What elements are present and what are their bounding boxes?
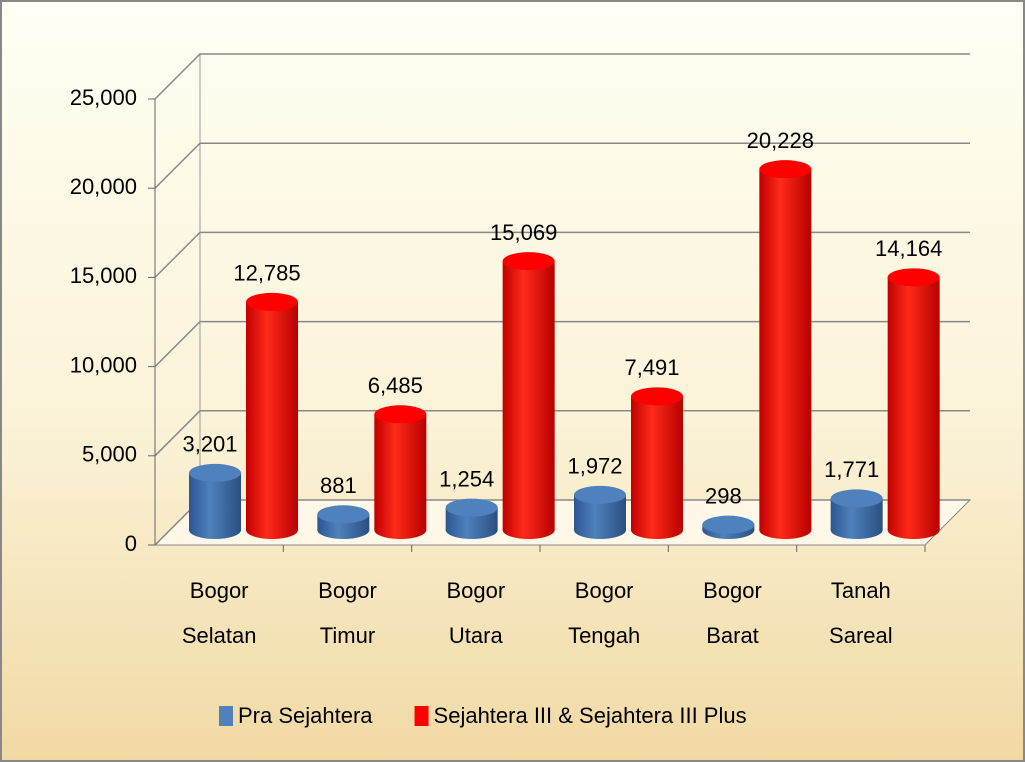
data-label: 6,485 [368,373,423,398]
bar [445,498,498,539]
grid-line [154,142,970,189]
bar [830,489,883,539]
y-tick-label: 5,000 [82,442,137,467]
data-label: 298 [705,483,742,508]
bar-top [189,463,241,482]
data-label: 14,164 [875,236,942,261]
x-tick-label: Tanah Sareal [829,578,893,648]
x-tick-label: Bogor Utara [446,578,506,648]
grid-line [154,231,970,278]
grid-line [154,53,970,100]
grid-line [154,410,970,457]
bar [887,268,940,539]
legend-swatch [219,706,233,726]
data-label: 15,069 [490,220,557,245]
data-label: 3,201 [182,432,237,457]
legend-swatch [414,706,429,726]
bar-top [830,489,883,508]
data-label: 1,771 [824,457,879,482]
bar-body [502,261,555,530]
bar-body [189,472,241,530]
y-tick-label: 10,000 [70,352,137,377]
bar-body [374,414,427,530]
bar-top [317,505,370,524]
bar-top [887,268,940,287]
bar [574,485,626,539]
bar [317,505,370,539]
bar [759,160,812,539]
data-label: 1,254 [439,466,494,491]
x-tick-label: Bogor Tengah [568,578,641,648]
data-label: 7,491 [624,355,679,380]
bar-body [631,396,683,530]
bar [631,387,683,539]
bar-top [759,160,812,179]
bar [702,515,755,539]
grid-line [154,320,970,368]
legend-label: Sejahtera III & Sejahtera III Plus [434,703,747,728]
bar-body [759,169,812,530]
y-tick-label: 0 [125,531,137,556]
x-tick-label: Bogor Selatan [181,578,257,648]
y-tick-label: 25,000 [70,85,137,110]
bar-top [702,515,755,534]
bar [374,405,427,539]
bar-body [246,301,298,530]
x-tick-label: Bogor Barat [703,578,762,648]
bar-top [374,405,427,424]
legend-label: Pra Sejahtera [238,703,373,728]
bar-top [631,387,683,406]
bar [189,463,241,539]
data-label: 12,785 [233,261,300,286]
bar-body [887,277,940,530]
x-tick-label: Bogor Timur [318,578,377,648]
bar [502,252,555,539]
bar-top [246,292,298,311]
bar-top [445,498,498,517]
bar-top [502,252,555,271]
bar-top [574,485,626,504]
bar [246,292,298,539]
y-tick-label: 20,000 [70,174,137,199]
data-label: 881 [320,473,357,498]
y-tick-label: 15,000 [70,263,137,288]
data-label: 1,972 [567,454,622,479]
data-label: 20,228 [747,128,814,153]
